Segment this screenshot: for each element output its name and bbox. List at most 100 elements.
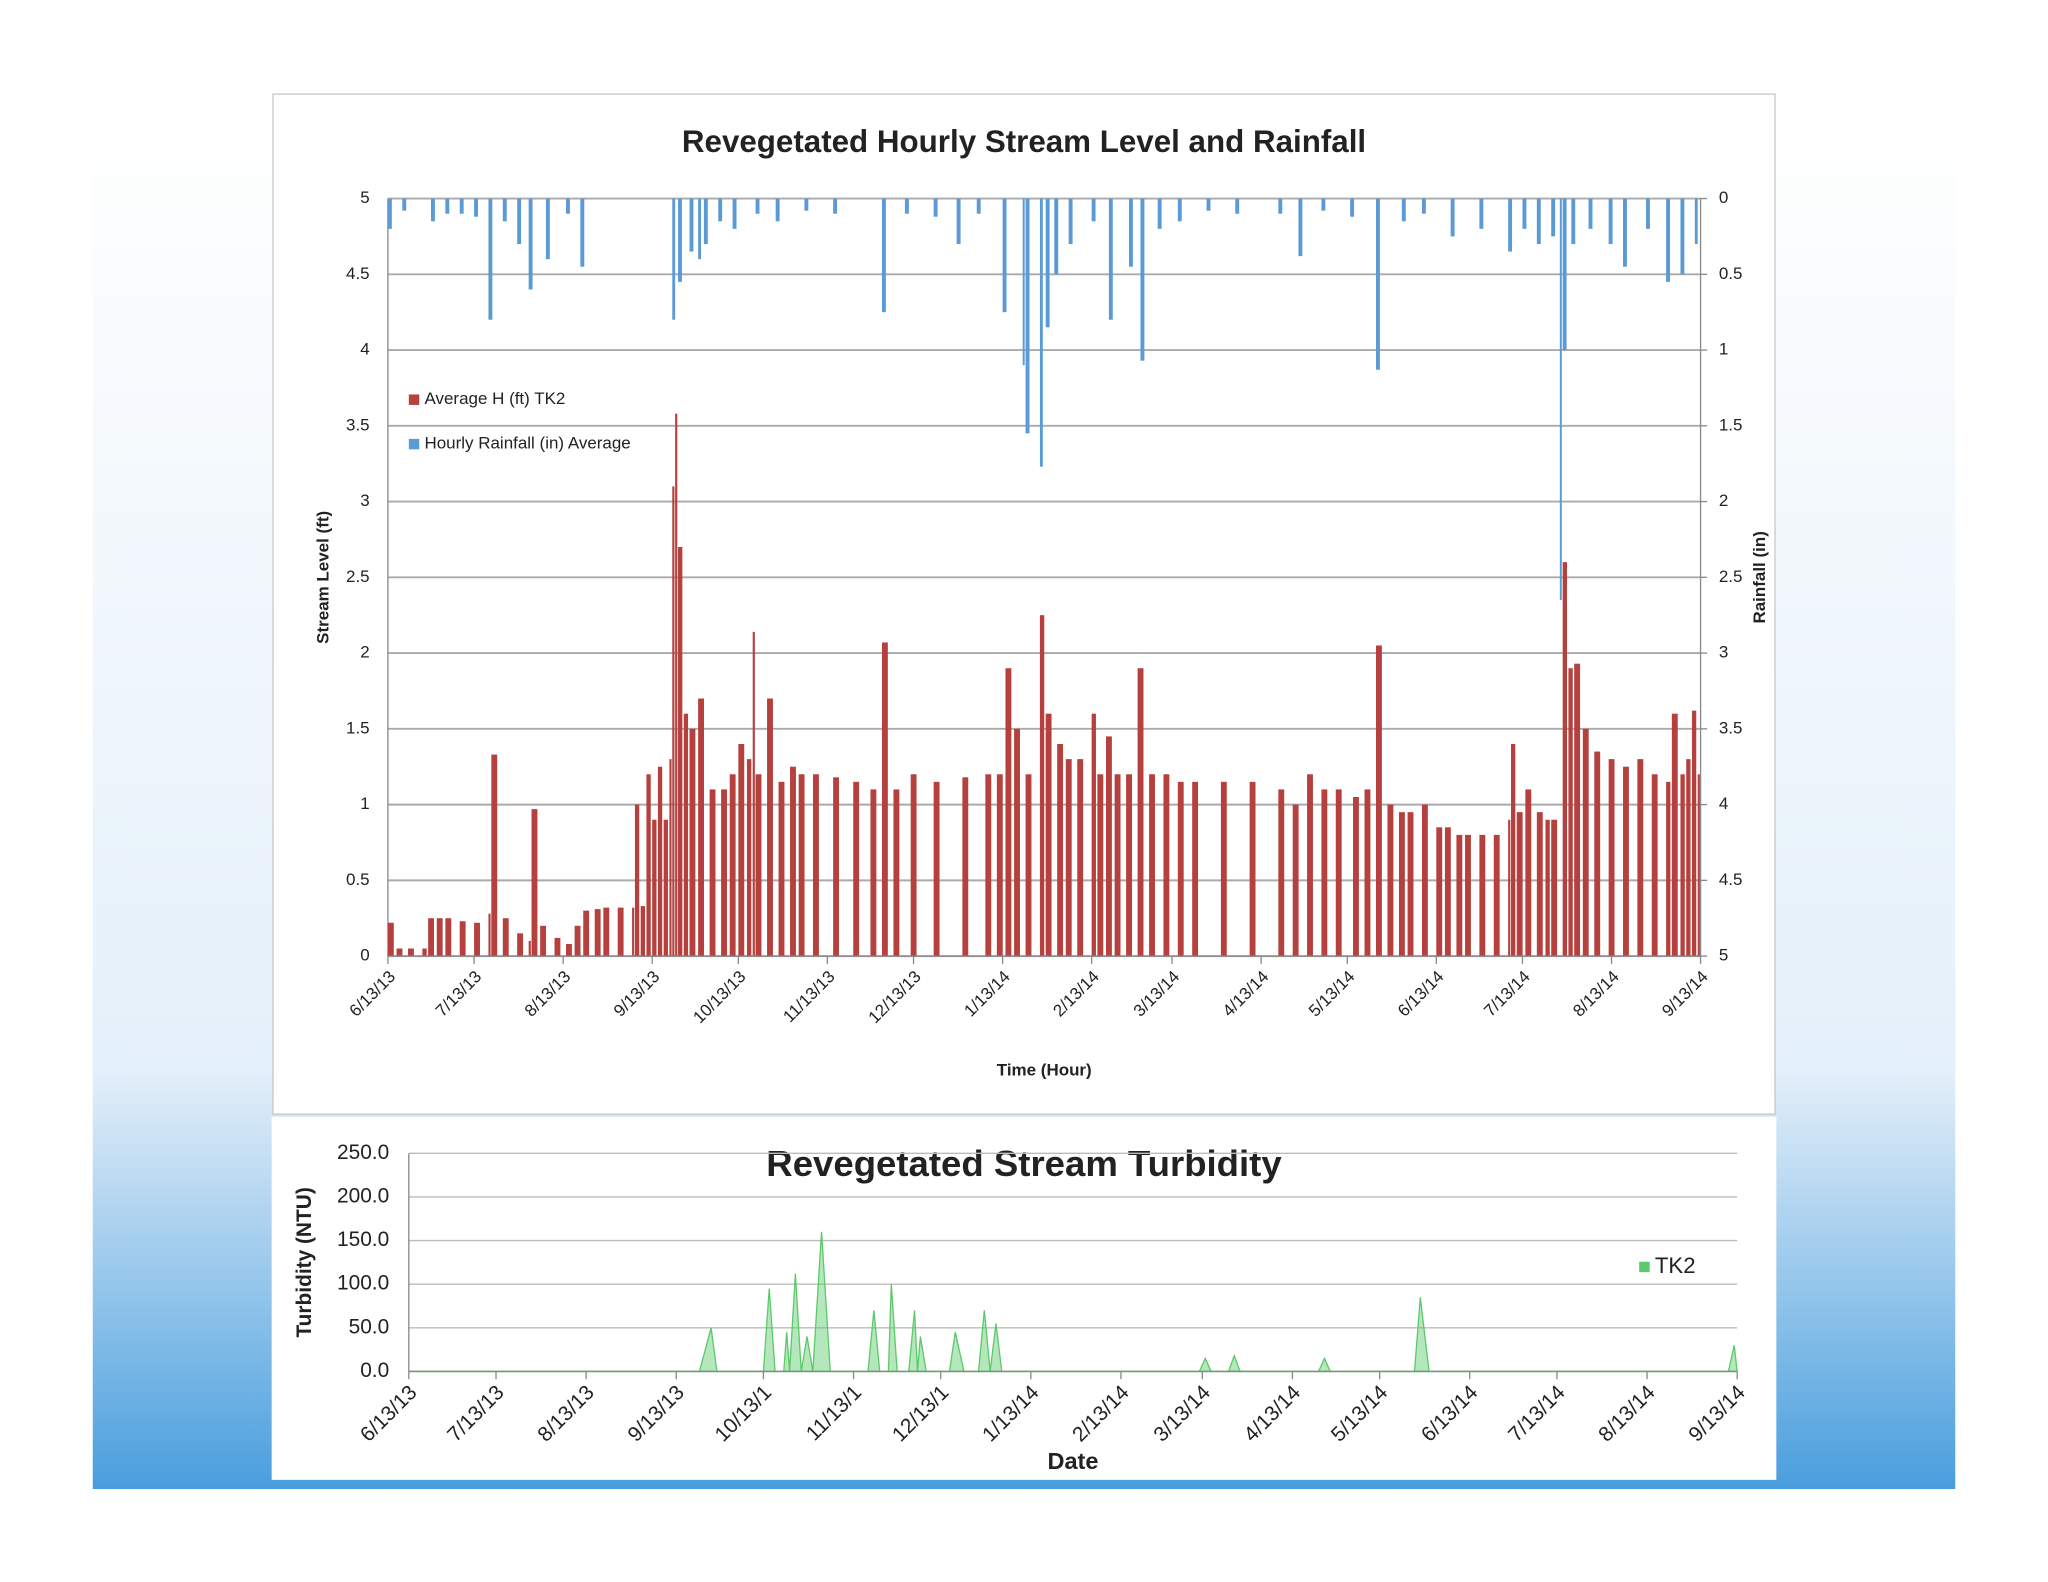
level-bar [1149,774,1155,957]
rain-bar [1401,198,1406,222]
y-tick-label: 2 [360,643,369,662]
level-bar [646,774,651,957]
level-bar [813,774,819,957]
level-bar [1398,812,1405,957]
level-bar [853,781,860,957]
level-bar [1039,615,1045,957]
legend-swatch [408,438,420,450]
rain-bar [1298,198,1303,257]
rain-bar [1177,198,1182,222]
y-tick-label: 0.0 [360,1359,389,1382]
rain-bar [1559,198,1562,601]
rain-bar [904,198,909,214]
level-bar [491,754,498,957]
level-bar [962,777,969,957]
level-bar [767,698,773,957]
level-bar [617,907,624,957]
level-bar [1045,713,1052,957]
y-tick-label: 4.5 [346,264,370,283]
y-axis-label: Stream Level (ft) [313,511,332,644]
level-bar [798,774,805,957]
level-bar [436,918,443,957]
rain-bar [1450,198,1455,237]
level-bar [1545,819,1550,957]
rain-bar [1025,198,1030,434]
rain-bar [804,198,809,211]
y2-tick-label: 2.5 [1719,567,1743,586]
level-bar [502,918,509,957]
rain-bar [528,198,533,290]
level-bar [1364,789,1371,957]
y-tick-label: 50.0 [349,1315,390,1338]
level-bar [657,766,663,957]
level-bar [755,774,762,957]
level-bar [1686,759,1691,957]
level-bar [833,777,840,957]
level-bar [1671,713,1678,957]
level-bar [893,789,900,957]
level-bar [1436,827,1443,957]
level-bar [554,937,561,957]
level-bar [1407,812,1414,957]
rain-bar [1608,198,1613,244]
legend-label: TK2 [1655,1253,1696,1278]
rain-bar [775,198,780,222]
rain-bar [1680,198,1685,275]
x-axis-label: Time (Hour) [997,1061,1092,1080]
rain-bar [1045,198,1050,328]
level-bar [1574,663,1581,957]
rain-bar [703,198,708,244]
y-tick-label: 2.5 [346,567,370,586]
level-bar [910,774,917,957]
turbidity-area [408,1231,1738,1373]
level-bar [1097,774,1104,957]
y-tick-label: 0 [360,946,369,965]
level-bar [408,948,414,957]
level-bar [1335,789,1342,957]
y-tick-label: 3 [360,491,369,510]
rain-bar [933,198,938,217]
rain-bar [1278,198,1283,214]
level-bar [1220,781,1227,957]
level-bar [517,933,524,957]
level-bar [1387,804,1394,957]
rain-bar [1068,198,1073,244]
rain-bar [1421,198,1426,214]
level-bar [1666,781,1671,957]
rain-bar [1508,198,1513,252]
y-tick-label: 0.5 [346,870,370,889]
rain-bar [1536,198,1541,244]
rain-bar [1108,198,1113,320]
chart-panel [271,1116,1777,1480]
rain-bar [698,198,702,260]
y-axis-label: Turbidity (NTU) [293,1187,316,1337]
rain-bar [1479,198,1484,229]
level-bar [1192,781,1199,957]
y2-tick-label: 4.5 [1719,870,1743,889]
legend-swatch [1639,1261,1650,1273]
level-bar [790,766,796,957]
rain-bar [1623,198,1627,267]
level-bar [1651,774,1658,957]
level-bar [632,907,635,957]
level-bar [531,809,538,957]
level-bar [1594,751,1601,957]
rain-bar [755,198,760,214]
chart-title: Revegetated Stream Turbidity [766,1143,1282,1184]
level-bar [729,774,736,957]
level-bar [474,922,480,957]
level-bar [1321,789,1328,957]
level-bar [1508,819,1511,957]
level-bar [663,819,668,957]
level-bar [1065,759,1072,957]
rain-bar [566,198,570,214]
level-bar [672,486,675,957]
rain-bar [678,198,682,282]
rain-bar [1350,198,1355,217]
y-tick-label: 1 [360,794,369,813]
level-bar [1456,834,1463,957]
rain-bar [1571,198,1576,244]
level-bar [1057,743,1064,957]
level-bar [1608,759,1615,957]
